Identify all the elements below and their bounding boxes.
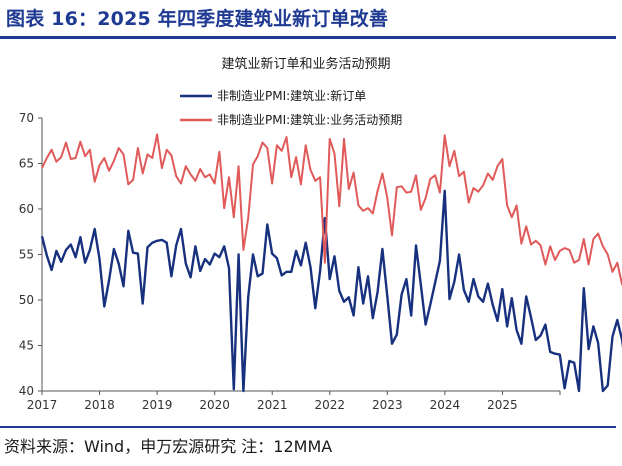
- x-tick-label: 2017: [27, 398, 58, 412]
- axes: 40 45 50 55 60 65 70 2017 2018 2019 2020 2021 2022 20…: [19, 111, 561, 412]
- footer-divider: [0, 426, 616, 428]
- x-tick-label: 2020: [199, 398, 230, 412]
- y-tick-label: 55: [19, 248, 34, 262]
- series-line-new-orders: [40, 189, 622, 393]
- x-tick-label: 2019: [142, 398, 173, 412]
- x-tick-label: 2024: [430, 398, 461, 412]
- legend-label-expectations: 非制造业PMI:建筑业:业务活动预期: [217, 112, 402, 127]
- x-tick-label: 2022: [315, 398, 346, 412]
- y-tick-label: 60: [19, 202, 34, 216]
- x-tick-label: 2025: [487, 398, 518, 412]
- figure-title: 图表 16：2025 年四季度建筑业新订单改善: [6, 8, 389, 30]
- legend: 非制造业PMI:建筑业:新订单 非制造业PMI:建筑业:业务活动预期: [180, 88, 402, 127]
- legend-label-new-orders: 非制造业PMI:建筑业:新订单: [217, 88, 366, 103]
- y-tick-label: 70: [19, 111, 34, 125]
- chart-area: 建筑业新订单和业务活动预期 非制造业PMI:建筑业:新订单 非制造业PMI:建筑…: [19, 56, 622, 412]
- y-tick-label: 65: [19, 157, 34, 171]
- y-tick-label: 45: [19, 339, 34, 353]
- x-tick-label: 2021: [257, 398, 288, 412]
- series-lines: [40, 133, 622, 393]
- series-line-expectations: [41, 133, 622, 286]
- y-tick-label: 40: [19, 384, 34, 398]
- y-tick-label: 50: [19, 293, 34, 307]
- source-note: 资料来源：Wind，申万宏源研究 注：12MMA: [4, 437, 333, 456]
- x-tick-label: 2018: [84, 398, 115, 412]
- x-tick-label: 2023: [372, 398, 403, 412]
- chart-title: 建筑业新订单和业务活动预期: [221, 56, 390, 72]
- title-divider: [0, 36, 616, 39]
